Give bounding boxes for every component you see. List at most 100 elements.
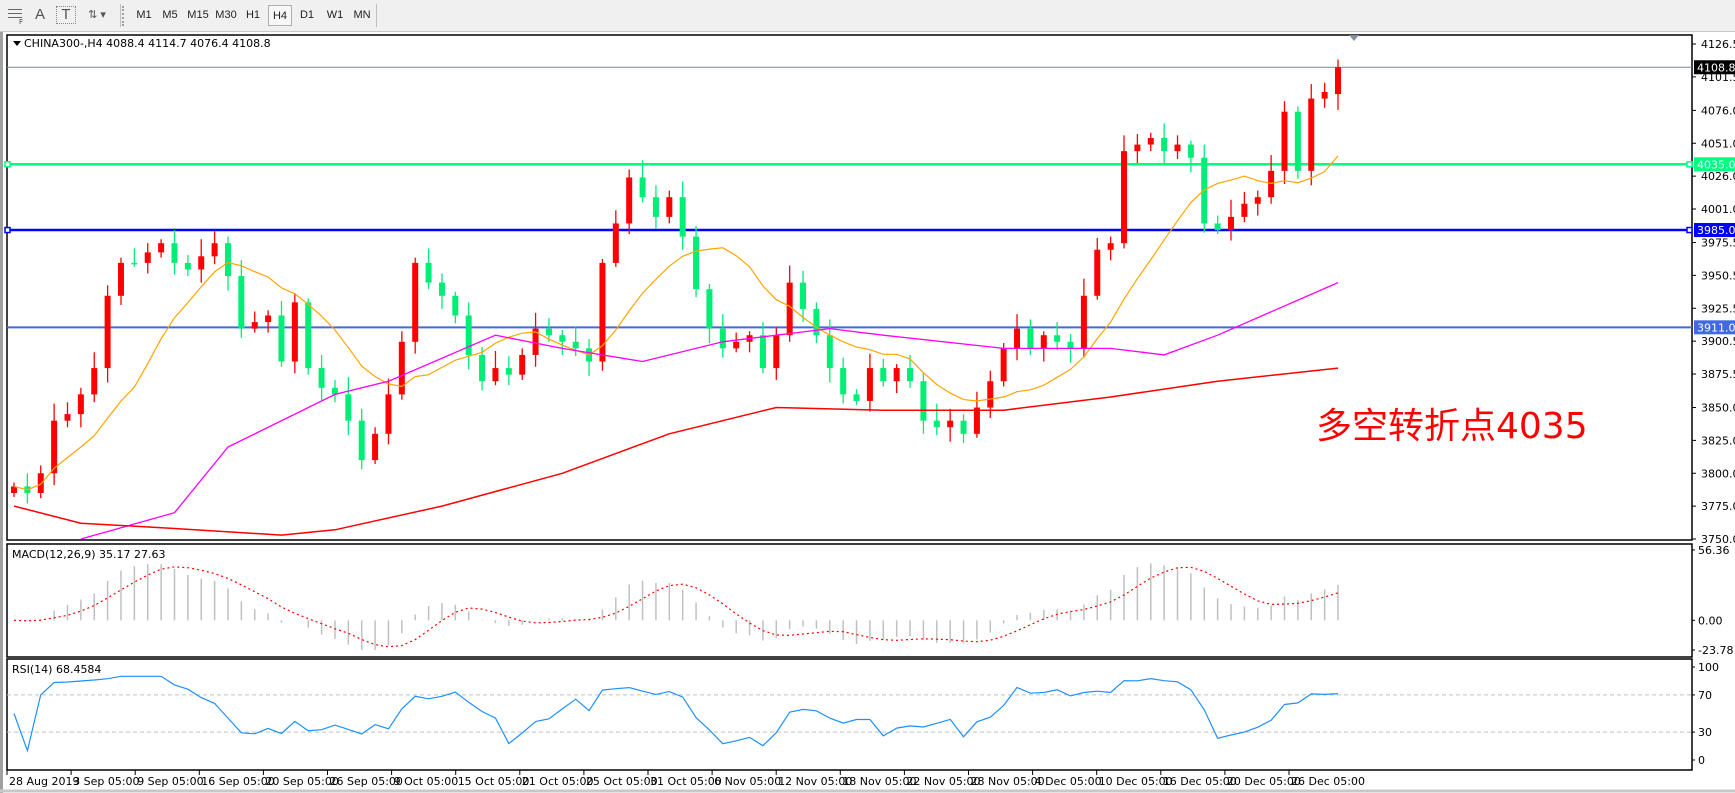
- line-handle[interactable]: [4, 161, 11, 168]
- rsi-tick-label: 70: [1698, 689, 1712, 702]
- bull-candle: [1080, 295, 1087, 349]
- price-tick-label: 4026.0: [1701, 170, 1735, 183]
- bear-candle: [331, 387, 338, 395]
- toolbar-grip[interactable]: [122, 6, 127, 26]
- timeframe-m1-button[interactable]: M1: [136, 9, 152, 21]
- macd-histogram: [26, 563, 1339, 650]
- time-tick-label: 22 Nov 05:00: [906, 775, 980, 788]
- bear-candle: [719, 328, 726, 349]
- time-tick-label: 31 Oct 05:00: [650, 775, 722, 788]
- price-tick-label: 4076.0: [1701, 104, 1735, 117]
- bull-candle: [1121, 151, 1128, 244]
- time-tick-label: 9 Sep 05:00: [137, 775, 203, 788]
- bull-candle: [265, 315, 272, 323]
- bull-candle: [599, 262, 606, 362]
- price-tick-label: 3975.5: [1701, 237, 1735, 250]
- chart-window[interactable]: 4126.54101.54076.04051.04026.04001.03975…: [0, 32, 1735, 793]
- rsi-tick-label: 0: [1698, 754, 1705, 767]
- ma-mid-line: [80, 282, 1339, 540]
- hline-price-badge: [1694, 320, 1735, 335]
- bear-candle: [840, 368, 847, 395]
- bear-candle: [358, 420, 365, 461]
- bull-candle: [666, 197, 673, 217]
- bear-candle: [559, 335, 566, 342]
- current-price-label: 4108.8: [1697, 61, 1735, 74]
- toolbar: F A T ⇅ ▾ M1 M5 M15 M30 H1 H4 D1 W1 MN: [0, 0, 1735, 32]
- bull-candle: [11, 486, 17, 493]
- bear-candle: [238, 276, 245, 329]
- time-tick-label: 26 Dec 05:00: [1291, 775, 1365, 788]
- bull-candle: [1268, 170, 1275, 198]
- line-handle[interactable]: [1686, 226, 1693, 234]
- bull-candle: [492, 368, 499, 382]
- bear-candle: [452, 295, 459, 316]
- price-tick-label: 4126.5: [1701, 38, 1735, 51]
- bear-candle: [759, 335, 766, 369]
- timeframe-mn-button[interactable]: MN: [353, 9, 371, 21]
- time-tick-label: 9 Oct 05:00: [394, 775, 459, 788]
- bear-candle: [425, 262, 432, 283]
- text-label-icon[interactable]: A: [34, 6, 45, 23]
- period-separator-icon[interactable]: F: [6, 5, 26, 26]
- main-panel: [6, 34, 1693, 541]
- svg-text:F: F: [19, 18, 23, 25]
- bear-candle: [960, 420, 967, 434]
- price-tick-label: 3750.0: [1701, 533, 1735, 546]
- timeframe-m15-button[interactable]: M15: [187, 9, 209, 21]
- timeframe-h1-button[interactable]: H1: [245, 9, 261, 21]
- timeframe-h4-button[interactable]: H4: [268, 5, 292, 26]
- bear-candle: [572, 341, 579, 349]
- chart-shift-marker-icon[interactable]: [1349, 35, 1359, 41]
- timeframe-d1-button[interactable]: D1: [299, 9, 315, 21]
- bear-candle: [465, 315, 472, 355]
- bull-candle: [1134, 144, 1141, 152]
- line-handle[interactable]: [4, 226, 11, 234]
- collapse-triangle-icon[interactable]: [13, 41, 21, 46]
- bear-candle: [679, 197, 686, 237]
- bull-candle: [1000, 348, 1007, 382]
- time-tick-label: 26 Sep 05:00: [330, 775, 403, 788]
- bull-candle: [77, 394, 84, 415]
- ma-fast-line: [13, 155, 1339, 491]
- bear-candle: [1187, 144, 1194, 158]
- macd-signal-line: [13, 566, 1339, 648]
- bear-candle: [826, 335, 833, 369]
- time-tick-label: 25 Oct 05:00: [586, 775, 658, 788]
- bull-candle: [893, 368, 900, 382]
- bull-candle: [773, 335, 780, 369]
- timeframe-m5-button[interactable]: M5: [162, 9, 178, 21]
- bear-candle: [305, 302, 312, 369]
- rsi-panel: [6, 658, 1693, 771]
- time-tick-label: 20 Sep 05:00: [265, 775, 338, 788]
- time-tick-label: 6 Nov 05:00: [714, 775, 781, 788]
- bear-candle: [278, 315, 285, 362]
- bear-candle: [1027, 328, 1034, 349]
- bear-candle: [1161, 138, 1168, 152]
- bear-candle: [479, 354, 486, 382]
- bull-candle: [64, 414, 71, 421]
- time-tick-label: 16 Sep 05:00: [201, 775, 274, 788]
- bear-candle: [706, 289, 713, 329]
- macd-panel: [6, 543, 1693, 658]
- bear-candle: [933, 420, 940, 428]
- bull-candle: [158, 243, 165, 253]
- line-handle[interactable]: [1686, 161, 1693, 168]
- bear-candle: [1067, 341, 1074, 349]
- bear-candle: [920, 381, 927, 421]
- price-tick-label: 3775.0: [1701, 500, 1735, 513]
- timeframe-m30-button[interactable]: M30: [215, 9, 237, 21]
- bull-candle: [987, 381, 994, 408]
- hline-price-badge: [1694, 223, 1735, 238]
- macd-tick-label: 56.36: [1698, 544, 1730, 557]
- hline-price-label: 4035.0: [1697, 158, 1735, 171]
- bull-candle: [1321, 91, 1328, 99]
- timeframe-w1-button[interactable]: W1: [326, 9, 344, 21]
- bull-candle: [104, 295, 111, 369]
- text-box-icon[interactable]: T: [56, 6, 76, 24]
- bull-candle: [1254, 197, 1261, 204]
- bull-candle: [198, 256, 205, 270]
- bull-candle: [733, 341, 740, 349]
- bull-candle: [1308, 98, 1315, 171]
- arrows-icon[interactable]: ⇅ ▾: [88, 9, 106, 21]
- bear-candle: [639, 177, 646, 198]
